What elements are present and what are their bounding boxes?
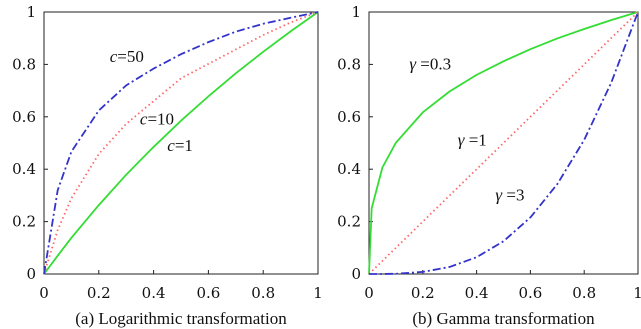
series-annotation: c=1 <box>167 136 193 155</box>
y-tick-label: 1 <box>26 3 36 21</box>
annotation-variable: c <box>140 110 148 129</box>
y-tick-label: 0.8 <box>337 55 361 73</box>
panel-caption: (a) Logarithmic transformation <box>75 309 287 328</box>
series-line-2 <box>43 11 319 275</box>
series-line-1 <box>43 11 319 275</box>
series-line-1 <box>368 11 639 275</box>
annotation-variable: γ <box>409 55 417 74</box>
x-tick-label: 0 <box>39 284 49 302</box>
x-tick-label: 0.4 <box>465 284 489 302</box>
series-annotation: γ =1 <box>458 131 487 150</box>
y-tick-label: 0.2 <box>12 213 36 231</box>
annotation-value: =1 <box>464 131 486 150</box>
x-tick-label: 0.6 <box>518 284 542 302</box>
y-tick-label: 0 <box>26 265 36 283</box>
panel-gamma-transformation: 0 0.2 0.4 0.6 0.8 100.20.40.60.81γ =0.3γ =1γ … <box>337 3 641 328</box>
y-tick-label: 0.8 <box>12 55 36 73</box>
y-tick-label: 1 <box>351 3 361 21</box>
x-tick-label: 0.8 <box>251 284 275 302</box>
series-annotation: γ =3 <box>495 186 524 205</box>
annotation-value: =3 <box>502 186 524 205</box>
annotation-variable: c <box>110 47 118 66</box>
plot-frame <box>43 11 319 275</box>
x-tick-label: 0.6 <box>196 284 220 302</box>
panel-caption: (b) Gamma transformation <box>412 309 595 328</box>
series-line-0 <box>43 11 319 275</box>
plot-frame <box>368 11 639 275</box>
annotation-value: =0.3 <box>416 55 451 74</box>
annotation-value: =10 <box>147 110 174 129</box>
annotation-variable: γ <box>495 186 503 205</box>
y-tick-label: 0.4 <box>12 160 36 178</box>
y-tick-label: 0.6 <box>337 108 361 126</box>
x-tick-label: 0.2 <box>87 284 111 302</box>
x-tick-label: 0.8 <box>572 284 596 302</box>
x-tick-label: 1 <box>313 284 323 302</box>
series-line-0 <box>368 11 639 275</box>
series-annotation: c=10 <box>140 110 174 129</box>
annotation-variable: γ <box>458 131 466 150</box>
panel-log-transformation: 0 0.2 0.4 0.6 0.8 100.20.40.60.81c=50c=10c=1(… <box>12 3 323 328</box>
x-tick-label: 0.2 <box>411 284 435 302</box>
series-annotation: γ =0.3 <box>409 55 451 74</box>
y-tick-label: 0.6 <box>12 108 36 126</box>
x-tick-label: 0.4 <box>142 284 166 302</box>
annotation-value: =50 <box>117 47 144 66</box>
x-tick-label: 0 <box>364 284 374 302</box>
annotation-variable: c <box>167 136 175 155</box>
y-tick-label: 0.2 <box>337 213 361 231</box>
y-tick-label: 0.4 <box>337 160 361 178</box>
y-tick-label: 0 <box>351 265 361 283</box>
x-tick-label: 1 <box>633 284 641 302</box>
annotation-value: =1 <box>175 136 193 155</box>
series-annotation: c=50 <box>110 47 144 66</box>
